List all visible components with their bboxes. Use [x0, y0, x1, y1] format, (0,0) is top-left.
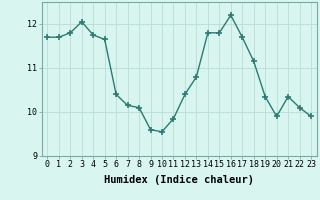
X-axis label: Humidex (Indice chaleur): Humidex (Indice chaleur) [104, 175, 254, 185]
